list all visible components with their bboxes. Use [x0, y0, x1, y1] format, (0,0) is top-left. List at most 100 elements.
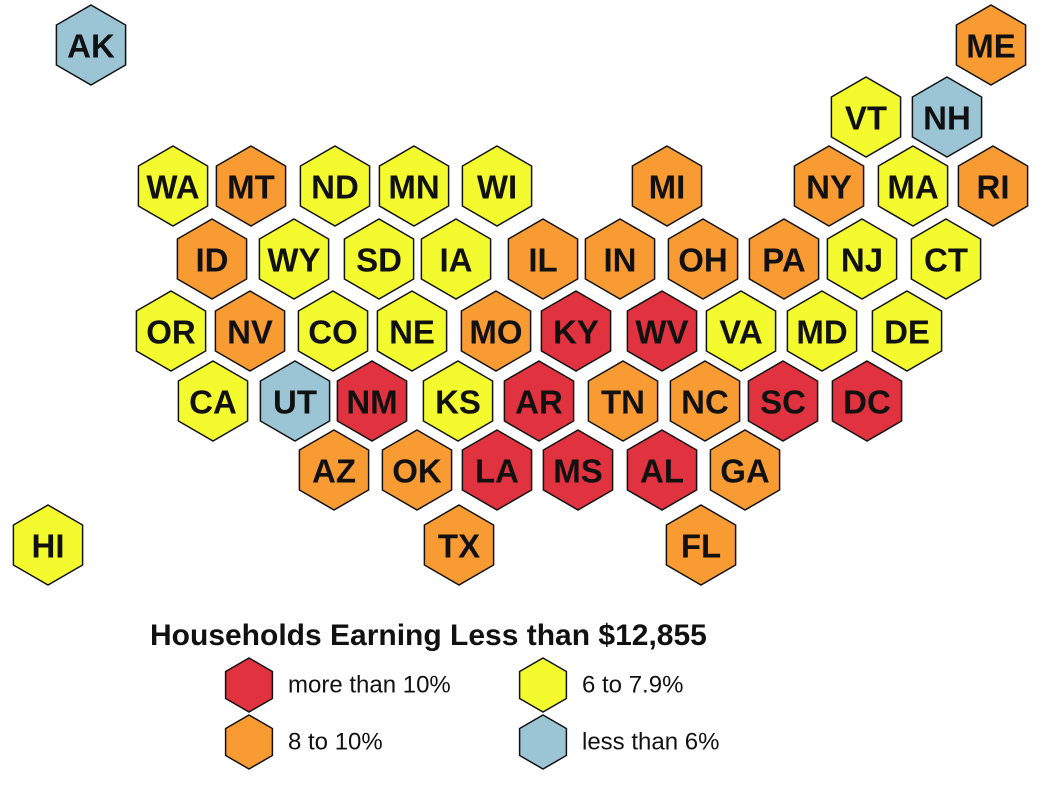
state-label-ks: KS	[435, 384, 481, 421]
state-tile-ut: UT	[259, 360, 331, 442]
state-label-ca: CA	[189, 384, 237, 421]
state-label-wv: WV	[635, 314, 688, 351]
state-tile-fl: FL	[665, 504, 737, 586]
state-tile-mn: MN	[378, 145, 450, 227]
state-label-nd: ND	[311, 169, 359, 206]
state-hex-ct	[910, 218, 982, 300]
state-hex-ga	[709, 429, 781, 511]
state-hex-sd	[343, 218, 415, 300]
state-hex-tn	[587, 360, 659, 442]
legend-swatch-red	[224, 657, 274, 713]
legend-item-red: more than 10%	[224, 657, 451, 713]
state-label-wa: WA	[146, 169, 199, 206]
state-label-ga: GA	[720, 453, 770, 490]
state-label-ar: AR	[515, 384, 563, 421]
state-hex-ks	[422, 360, 494, 442]
state-label-nc: NC	[681, 384, 729, 421]
state-tile-ga: GA	[709, 429, 781, 511]
state-tile-la: LA	[461, 429, 533, 511]
state-tile-ca: CA	[177, 360, 249, 442]
state-tile-ar: AR	[503, 360, 575, 442]
state-tile-mi: MI	[631, 145, 703, 227]
state-label-wi: WI	[477, 169, 517, 206]
state-label-sc: SC	[760, 384, 806, 421]
state-tile-sd: SD	[343, 218, 415, 300]
state-tile-or: OR	[135, 290, 207, 372]
state-hex-ca	[177, 360, 249, 442]
state-label-oh: OH	[678, 242, 728, 279]
state-hex-wi	[461, 145, 533, 227]
state-tile-id: ID	[176, 218, 248, 300]
state-label-in: IN	[604, 242, 637, 279]
state-label-ky: KY	[553, 314, 599, 351]
state-tile-in: IN	[584, 218, 656, 300]
state-label-ri: RI	[977, 169, 1010, 206]
state-tile-ia: IA	[420, 218, 492, 300]
state-hex-dc	[831, 360, 903, 442]
state-tile-va: VA	[705, 290, 777, 372]
state-label-sd: SD	[356, 242, 402, 279]
state-hex-va	[705, 290, 777, 372]
legend-swatch-orange	[224, 714, 274, 770]
legend-label-yellow: 6 to 7.9%	[582, 672, 683, 699]
state-tile-nm: NM	[336, 360, 408, 442]
state-label-az: AZ	[312, 453, 356, 490]
state-tile-hi: HI	[12, 504, 84, 586]
state-label-co: CO	[308, 314, 358, 351]
legend-title: Households Earning Less than $12,855	[150, 619, 707, 652]
state-hex-vt	[830, 76, 902, 158]
legend-swatch-yellow	[518, 657, 568, 713]
legend: Households Earning Less than $12,855 mor…	[150, 619, 719, 770]
state-hex-nm	[336, 360, 408, 442]
state-hex-mi	[631, 145, 703, 227]
state-hex-ny	[793, 145, 865, 227]
state-hex-sc	[747, 360, 819, 442]
state-hex-nj	[826, 218, 898, 300]
state-hex-co	[297, 290, 369, 372]
state-label-or: OR	[146, 314, 196, 351]
state-tile-ok: OK	[381, 429, 453, 511]
state-label-nv: NV	[227, 314, 273, 351]
state-hex-al	[626, 429, 698, 511]
state-label-tn: TN	[601, 384, 645, 421]
state-label-fl: FL	[681, 528, 721, 565]
state-hex-ak	[55, 4, 127, 86]
state-hex-ne	[376, 290, 448, 372]
state-tile-me: ME	[955, 4, 1027, 86]
state-tile-tn: TN	[587, 360, 659, 442]
legend-item-orange: 8 to 10%	[224, 714, 383, 770]
legend-item-yellow: 6 to 7.9%	[518, 657, 683, 713]
state-hex-ar	[503, 360, 575, 442]
state-hex-wv	[626, 290, 698, 372]
state-tile-de: DE	[871, 290, 943, 372]
state-hex-mt	[215, 145, 287, 227]
state-hex-tx	[423, 504, 495, 586]
state-hex-id	[176, 218, 248, 300]
state-tile-nj: NJ	[826, 218, 898, 300]
state-hex-la	[461, 429, 533, 511]
state-tile-al: AL	[626, 429, 698, 511]
state-label-me: ME	[966, 28, 1016, 65]
state-hex-nc	[669, 360, 741, 442]
state-tile-tx: TX	[423, 504, 495, 586]
state-label-ut: UT	[273, 384, 317, 421]
state-label-la: LA	[475, 453, 519, 490]
state-tile-dc: DC	[831, 360, 903, 442]
state-label-dc: DC	[843, 384, 891, 421]
state-tile-wv: WV	[626, 290, 698, 372]
state-hex-ky	[540, 290, 612, 372]
state-tile-oh: OH	[667, 218, 739, 300]
state-tile-nc: NC	[669, 360, 741, 442]
state-hex-md	[786, 290, 858, 372]
state-hex-nv	[214, 290, 286, 372]
state-hex-grid: AK ME VT NH WA MT ND MN WI MI NY MA RI ID WY SD IA IL IN OH…	[12, 4, 1029, 586]
state-label-pa: PA	[762, 242, 805, 279]
state-tile-ma: MA	[877, 145, 949, 227]
state-hex-mo	[460, 290, 532, 372]
state-hex-oh	[667, 218, 739, 300]
state-label-de: DE	[884, 314, 930, 351]
state-label-nm: NM	[346, 384, 397, 421]
state-hex-in	[584, 218, 656, 300]
state-hex-il	[507, 218, 579, 300]
